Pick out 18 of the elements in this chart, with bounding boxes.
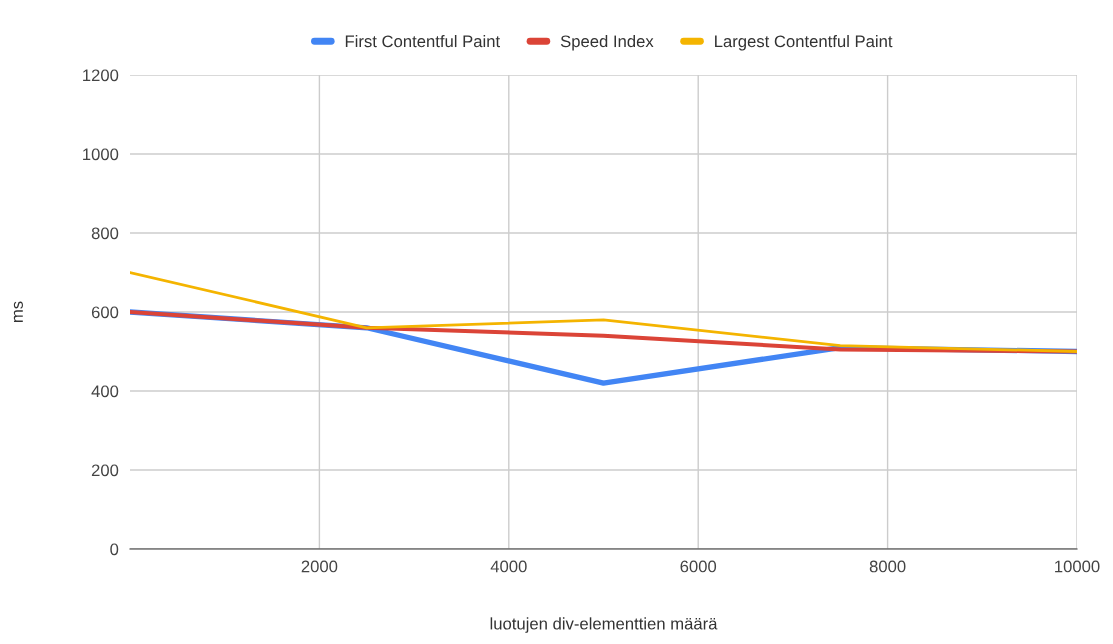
y-tick-label: 400	[91, 385, 119, 398]
x-axis-title: luotujen div-elementtien määrä	[490, 617, 718, 633]
y-tick-label: 1200	[83, 69, 119, 82]
x-tick-label: 10000	[1055, 560, 1100, 573]
y-tick-label: 1000	[83, 148, 119, 161]
x-tick-label: 8000	[869, 560, 906, 573]
line-series	[130, 271, 1077, 353]
y-tick-label: 600	[91, 306, 119, 319]
legend-label: Speed Index	[560, 34, 654, 51]
y-tick-label: 200	[91, 464, 119, 477]
legend-label: First Contentful Paint	[345, 34, 500, 48]
y-axis-title: ms	[13, 301, 23, 322]
x-tick-label: 2000	[301, 560, 338, 573]
x-tick-label: 6000	[680, 560, 717, 573]
legend-label: Largest Contentful Paint	[715, 34, 893, 51]
x-tick-label: 4000	[490, 560, 527, 573]
y-tick-label: 0	[110, 543, 119, 556]
y-tick-label: 800	[91, 227, 119, 240]
